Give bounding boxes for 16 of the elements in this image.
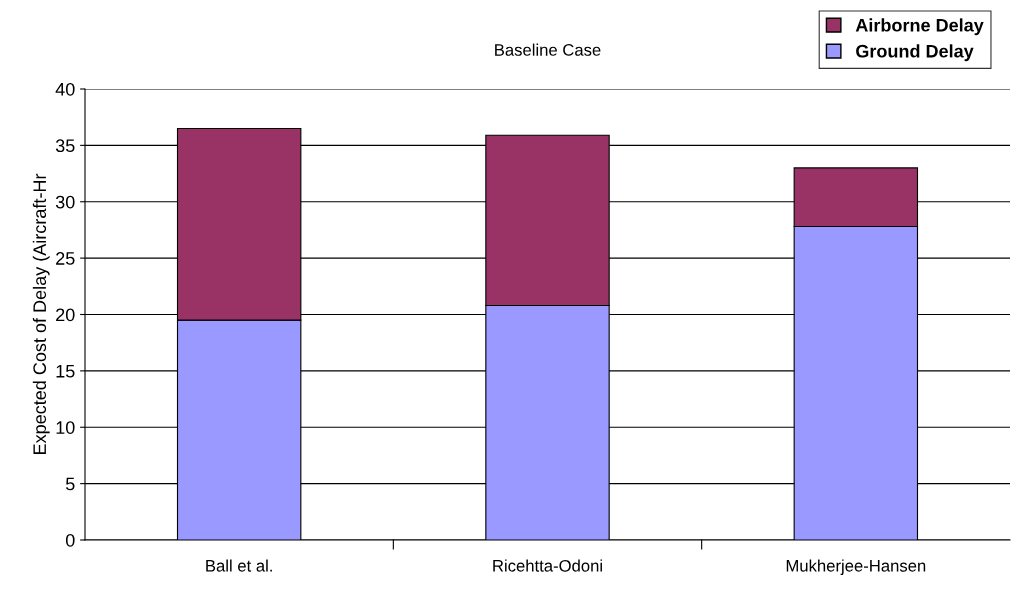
y-tick-label: 40 (55, 82, 75, 96)
legend-label: Ground Delay (856, 44, 974, 62)
y-tick-label: 20 (56, 308, 75, 322)
y-tick-label: 5 (65, 477, 75, 491)
y-tick-label: 15 (56, 365, 75, 378)
legend-label: Airborne Delay (855, 18, 984, 36)
x-tick-label: Ricehtta-Odoni (493, 559, 602, 572)
x-tick-label: Mukherjee-Hansen (786, 559, 926, 575)
chart-title: Baseline Case (495, 43, 601, 56)
y-tick-label: 30 (55, 195, 75, 209)
y-tick-label: 0 (65, 533, 75, 547)
y-axis-title: Expected Cost of Delay (Aircraft-Hr (32, 173, 50, 454)
y-tick-label: 10 (56, 421, 75, 434)
y-tick-label: 25 (56, 252, 75, 265)
y-tick-label: 35 (55, 139, 75, 153)
x-tick-label: Ball et al. (206, 559, 272, 572)
